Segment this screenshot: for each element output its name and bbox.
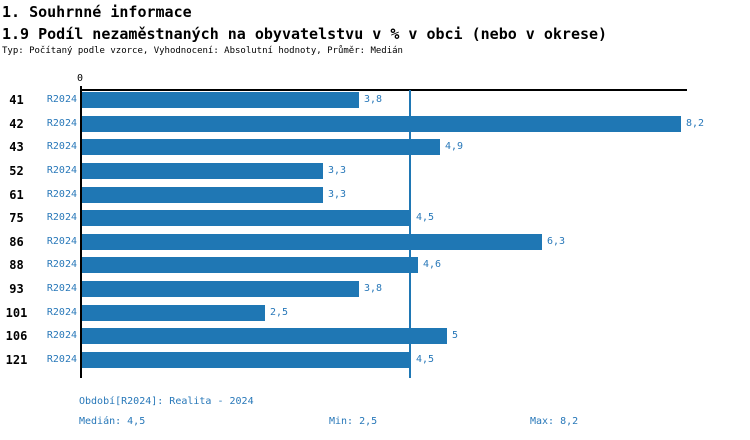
bar xyxy=(82,92,359,108)
row-category-label: 43 xyxy=(9,140,24,155)
footer-median-label: Medián: 4,5 xyxy=(79,416,146,427)
axis-zero-tick-label: 0 xyxy=(76,73,84,84)
chart-row: 42 R2024 8,2 xyxy=(0,115,750,132)
row-category-label: 106 xyxy=(5,329,28,344)
chart-row: 41 R2024 3,8 xyxy=(0,92,750,108)
chart-row: 93 R2024 3,8 xyxy=(0,281,750,298)
bar xyxy=(82,304,265,321)
chart-row: 75 R2024 4,5 xyxy=(0,210,750,227)
bar-value-label: 4,9 xyxy=(445,141,464,153)
row-series-label: R2024 xyxy=(46,212,77,224)
footer-period-label: Období[R2024]: Realita - 2024 xyxy=(79,396,254,407)
footer-min-label: Min: 2,5 xyxy=(329,416,378,427)
row-series-label: R2024 xyxy=(46,330,77,342)
row-series-label: R2024 xyxy=(46,235,77,247)
row-category-label: 75 xyxy=(9,211,24,226)
bar xyxy=(82,115,681,132)
row-series-label: R2024 xyxy=(46,94,77,105)
bar xyxy=(82,328,447,345)
footer-max-label: Max: 8,2 xyxy=(530,416,579,427)
row-series-label: R2024 xyxy=(46,259,77,271)
bar xyxy=(82,233,542,250)
bar-value-label: 8,2 xyxy=(686,117,705,129)
chart-meta: Typ: Počítaný podle vzorce, Vyhodnocení:… xyxy=(2,46,403,56)
row-series-label: R2024 xyxy=(46,164,77,176)
bar xyxy=(82,281,359,298)
row-category-label: 101 xyxy=(5,305,28,320)
row-category-label: 42 xyxy=(9,116,24,131)
bar-value-label: 3,8 xyxy=(364,94,383,105)
bar-value-label: 4,6 xyxy=(423,259,442,271)
bar-value-label: 4,5 xyxy=(416,353,435,365)
chart-row: 88 R2024 4,6 xyxy=(0,257,750,274)
row-series-label: R2024 xyxy=(46,188,77,200)
row-category-label: 86 xyxy=(9,234,24,249)
section-title: 1. Souhrnné informace xyxy=(2,3,192,21)
bar-value-label: 5 xyxy=(452,330,459,342)
x-axis-line xyxy=(82,89,687,91)
chart-row: 121 R2024 4,5 xyxy=(0,351,750,368)
bar-value-label: 3,8 xyxy=(364,283,383,295)
chart-title: 1.9 Podíl nezaměstnaných na obyvatelstvu… xyxy=(2,25,608,43)
bar xyxy=(82,162,323,179)
row-series-label: R2024 xyxy=(46,141,77,153)
chart-row: 106 R2024 5 xyxy=(0,328,750,345)
row-series-label: R2024 xyxy=(46,306,77,318)
row-category-label: 88 xyxy=(9,258,24,273)
bar xyxy=(82,257,418,274)
chart-row: 101 R2024 2,5 xyxy=(0,304,750,321)
y-axis-line xyxy=(80,86,82,378)
bar xyxy=(82,186,323,203)
bar-value-label: 3,3 xyxy=(328,188,347,200)
bar-value-label: 6,3 xyxy=(547,235,566,247)
bar xyxy=(82,210,411,227)
bar-value-label: 4,5 xyxy=(416,212,435,224)
chart-row: 43 R2024 4,9 xyxy=(0,139,750,156)
bar-value-label: 2,5 xyxy=(270,306,289,318)
row-category-label: 93 xyxy=(9,282,24,297)
row-category-label: 121 xyxy=(5,352,28,367)
row-series-label: R2024 xyxy=(46,283,77,295)
bar xyxy=(82,139,440,156)
bar-value-label: 3,3 xyxy=(328,164,347,176)
chart-row: 86 R2024 6,3 xyxy=(0,233,750,250)
row-category-label: 41 xyxy=(9,93,24,107)
row-category-label: 52 xyxy=(9,163,24,178)
row-series-label: R2024 xyxy=(46,117,77,129)
chart-row: 52 R2024 3,3 xyxy=(0,162,750,179)
row-series-label: R2024 xyxy=(46,353,77,365)
bar xyxy=(82,351,411,368)
row-category-label: 61 xyxy=(9,187,24,202)
chart-row: 61 R2024 3,3 xyxy=(0,186,750,203)
